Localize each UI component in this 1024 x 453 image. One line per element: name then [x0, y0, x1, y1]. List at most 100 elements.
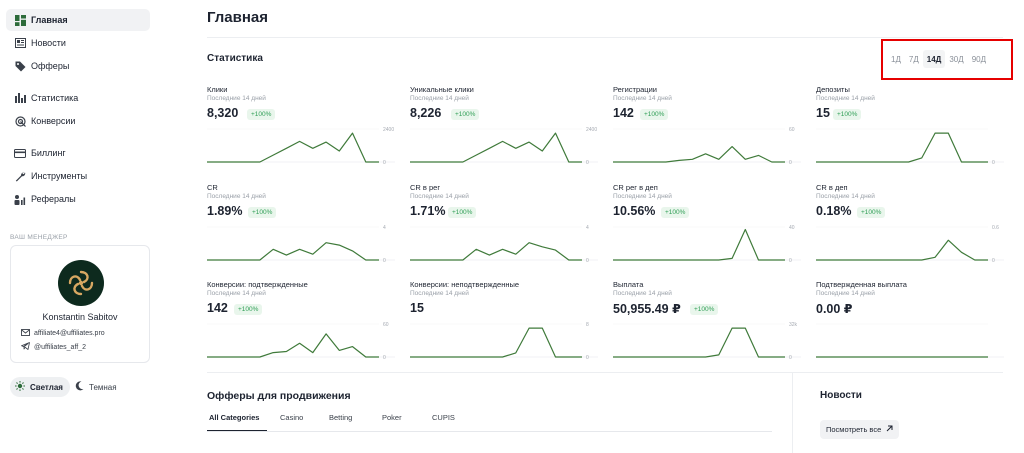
change-badge: +100%	[234, 304, 263, 315]
theme-dark-label: Темная	[89, 382, 117, 392]
theme-dark-button[interactable]: Темная	[75, 377, 117, 397]
stat-card-payout: Выплата Последние 14 дней 50,955.49 ₽ +1…	[613, 280, 803, 372]
stat-title: Клики	[207, 85, 228, 94]
sidebar-item-tools[interactable]: Инструменты	[6, 165, 150, 187]
series-line	[613, 146, 785, 163]
sparkline-chart: 60 0	[613, 127, 801, 166]
arrow-up-right-icon	[886, 425, 893, 434]
stat-card-clicks: Клики Последние 14 дней 8,320 +100% 2400…	[207, 85, 397, 177]
stat-card-unique-clicks: Уникальные клики Последние 14 дней 8,226…	[410, 85, 600, 177]
stat-title: CR в деп	[816, 183, 848, 192]
sidebar-item-label: Статистика	[31, 93, 79, 103]
stat-value: 142	[613, 106, 634, 120]
stat-value: 10.56%	[613, 204, 656, 218]
series-line	[410, 132, 582, 163]
y-min-label: 0	[383, 160, 386, 166]
y-min-label: 0	[992, 258, 995, 264]
stat-value: 50,955.49 ₽	[613, 302, 681, 316]
view-all-label: Посмотреть все	[826, 425, 882, 434]
view-all-news-button[interactable]: Посмотреть все	[820, 420, 900, 439]
sparkline-chart: 2400 0	[207, 127, 395, 166]
manager-card: Konstantin Sabitov affiliate4@uffiliates…	[10, 245, 150, 363]
stat-title: Регистрации	[613, 85, 657, 94]
period-highlight-box	[881, 39, 1013, 80]
stat-title: Уникальные клики	[410, 85, 474, 94]
sidebar-item-home[interactable]: Главная	[6, 9, 150, 31]
tab-betting[interactable]: Betting	[329, 413, 353, 422]
sidebar-item-label: Главная	[31, 15, 68, 25]
stat-subtitle: Последние 14 дней	[613, 95, 672, 102]
sidebar-item-label: Офферы	[31, 61, 70, 71]
stat-value: 15	[816, 106, 830, 120]
sparkline-chart: 32k 0	[613, 322, 801, 361]
sparkline-chart: 0	[816, 128, 1004, 166]
y-max-label: 32k	[789, 322, 798, 328]
tab-all-categories[interactable]: All Categories	[209, 413, 260, 422]
change-badge: +100%	[247, 109, 276, 120]
theme-light-button[interactable]: Светлая	[10, 377, 70, 397]
sidebar-item-label: Инструменты	[31, 171, 88, 181]
tab-cupis[interactable]: CUPIS	[432, 413, 455, 422]
page-title: Главная	[207, 9, 269, 26]
sparkline-chart: 2400 0	[410, 127, 598, 166]
stat-title: CR рег в деп	[613, 183, 658, 192]
moon-icon	[75, 381, 84, 393]
period-90d[interactable]: 90Д	[971, 54, 987, 64]
sidebar: Главная Новости Офферы Статистика Конвер…	[0, 0, 160, 453]
y-min-label: 0	[789, 355, 792, 361]
stat-card-registrations: Регистрации Последние 14 дней 142 +100% …	[613, 85, 803, 177]
wrench-icon	[11, 171, 29, 182]
y-max-label: 4	[586, 225, 589, 231]
y-max-label: 2400	[586, 127, 597, 133]
stat-value: 15	[410, 301, 424, 315]
sidebar-item-statistics[interactable]: Статистика	[6, 87, 150, 109]
conversion-icon	[11, 115, 29, 127]
y-min-label: 0	[383, 258, 386, 264]
series-line	[613, 327, 785, 358]
stat-subtitle: Последние 14 дней	[207, 290, 266, 297]
change-badge: +100%	[248, 207, 277, 218]
sidebar-item-referrals[interactable]: Рефералы	[6, 188, 150, 210]
card-icon	[11, 148, 29, 158]
mail-icon	[21, 329, 30, 338]
y-max-label: 0.6	[992, 225, 999, 231]
sparkline-chart: 40	[207, 225, 395, 264]
divider	[207, 431, 772, 432]
sparkline-chart: 40	[410, 225, 598, 264]
stat-value: 8,226	[410, 106, 442, 120]
divider	[207, 372, 1003, 373]
series-line	[410, 242, 582, 261]
tab-poker[interactable]: Poker	[382, 413, 402, 422]
period-7d[interactable]: 7Д	[908, 54, 919, 64]
sidebar-item-conversions[interactable]: Конверсии	[6, 110, 150, 132]
news-title: Новости	[820, 390, 862, 401]
stat-card-confirmed-conversions: Конверсии: подтвержденные Последние 14 д…	[207, 280, 397, 372]
stat-value: 8,320	[207, 106, 239, 120]
stat-title: Конверсии: неподтвержденные	[410, 280, 520, 289]
sidebar-item-label: Новости	[31, 38, 66, 48]
change-badge: +100%	[640, 109, 669, 120]
manager-telegram-row[interactable]: @uffiliates_aff_2	[21, 342, 86, 352]
sidebar-item-news[interactable]: Новости	[6, 32, 150, 54]
manager-email-row[interactable]: affiliate4@uffiliates.pro	[21, 329, 105, 338]
period-30d[interactable]: 30Д	[949, 54, 964, 64]
tab-casino[interactable]: Casino	[280, 413, 304, 422]
stat-value: 0.18%	[816, 204, 852, 218]
y-max-label: 4	[383, 225, 386, 231]
sparkline-chart: 80	[410, 322, 598, 361]
sidebar-item-billing[interactable]: Биллинг	[6, 142, 150, 164]
stat-subtitle: Последние 14 дней	[816, 193, 875, 200]
period-1d[interactable]: 1Д	[891, 54, 901, 64]
y-min-label: 0	[789, 258, 792, 264]
stat-card-deposits: Депозиты Последние 14 дней 15 +100% 0	[816, 85, 1006, 177]
change-badge: +100%	[833, 109, 862, 120]
divider	[792, 373, 793, 453]
stat-subtitle: Последние 14 дней	[410, 95, 469, 102]
stat-title: Выплата	[613, 280, 644, 289]
sidebar-item-offers[interactable]: Офферы	[6, 55, 150, 77]
stat-subtitle: Последние 14 дней	[816, 95, 875, 102]
change-badge: +100%	[661, 207, 690, 218]
y-max-label: 60	[383, 322, 389, 328]
period-14d[interactable]: 14Д	[922, 50, 946, 68]
y-min-label: 0	[586, 355, 589, 361]
